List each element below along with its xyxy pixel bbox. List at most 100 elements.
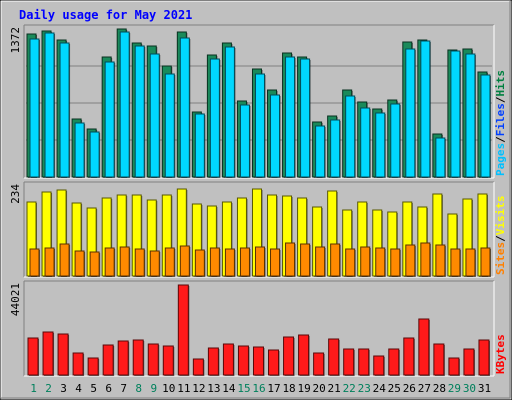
bar-hits-files-day-12 [194,113,206,178]
legend-pages: Pages [494,143,507,176]
day-label-18: 18 [282,382,295,395]
bar-fill [360,246,371,277]
bar-fill [194,113,205,178]
bar-visits-sites-day-16 [254,246,266,277]
bar-kbytes-kbytes-day-19 [298,334,310,376]
day-label-9: 9 [150,382,157,395]
bar-kbytes-kbytes-day-28 [433,343,445,376]
bar-kbytes-kbytes-day-22 [343,348,355,376]
bar-fill [252,346,264,376]
bar-visits-sites-day-25 [390,248,401,277]
bar-fill [388,348,400,376]
bar-fill [147,343,159,376]
bar-hits-files-day-20 [315,125,326,178]
bar-fill [44,247,55,277]
bar-fill [42,331,54,376]
bar-fill [465,248,476,277]
bar-fill [283,336,295,376]
bar-visits-sites-day-23 [360,246,371,277]
bar-fill [57,333,69,376]
day-label-12: 12 [192,382,205,395]
bar-fill [373,355,385,376]
panel-max-label: 1372 [9,27,22,54]
bar-fill [268,349,280,376]
bar-fill [59,243,70,277]
bar-fill [330,119,341,178]
bar-fill [390,248,401,277]
bar-hits-files-day-11 [179,37,191,178]
bar-fill [285,56,296,178]
bar-visits-sites-day-31 [480,247,491,277]
bar-fill [285,242,296,277]
day-label-23: 23 [358,382,371,395]
bar-fill [149,53,160,178]
legend-separator: / [494,96,507,103]
day-label-13: 13 [207,382,220,395]
bar-hits-files-day-16 [254,73,266,178]
bar-fill [435,137,446,178]
bar-kbytes-kbytes-day-26 [403,337,415,376]
bar-fill [358,348,370,376]
bar-fill [89,131,100,178]
bar-hits-files-day-28 [435,137,446,178]
bar-fill [237,345,249,376]
legend-sites: Sites [494,242,507,275]
bar-kbytes-kbytes-day-31 [478,339,490,376]
bar-fill [59,42,70,178]
chart-title: Daily usage for May 2021 [19,8,192,22]
bar-fill [162,345,174,376]
day-label-17: 17 [267,382,280,395]
bar-kbytes-kbytes-day-20 [313,352,325,376]
bar-kbytes-kbytes-day-29 [448,357,460,376]
bar-visits-sites-day-12 [194,249,206,277]
bar-visits-sites-day-20 [315,246,326,277]
day-label-24: 24 [373,382,387,395]
bar-fill [480,74,491,178]
day-label-21: 21 [328,382,341,395]
bar-fill [87,357,99,376]
bar-visits-sites-day-6 [104,247,116,277]
day-label-25: 25 [388,382,401,395]
bar-fill [72,352,84,376]
bar-fill [418,318,430,376]
bar-hits-files-day-7 [119,31,131,178]
bar-kbytes-kbytes-day-9 [147,343,160,376]
bar-visits-sites-day-19 [300,243,311,277]
bar-hits-files-day-14 [224,46,236,178]
bar-fill [478,339,490,376]
bar-visits-sites-day-26 [405,244,416,277]
bar-visits-sites-day-28 [435,244,446,277]
day-label-5: 5 [90,382,97,395]
legend-separator: / [494,235,507,242]
bar-fill [254,73,265,178]
bar-visits-sites-day-11 [179,245,191,277]
bar-visits-sites-day-22 [345,248,356,277]
bar-visits-sites-day-3 [59,243,71,277]
panel-max-label: 44021 [9,283,22,316]
bar-fill [119,31,130,178]
panel-legend: Pages/Files/Hits [494,70,507,176]
day-label-6: 6 [105,382,112,395]
bar-visits-sites-day-24 [375,247,386,277]
bar-hits-files-day-22 [345,95,356,178]
bar-visits-sites-day-7 [119,246,131,277]
bar-hits-files-day-29 [450,50,461,178]
bar-kbytes-kbytes-day-6 [102,344,115,376]
bar-hits-files-day-13 [209,58,221,178]
day-label-28: 28 [433,382,446,395]
bar-visits-sites-day-29 [450,248,461,277]
bar-fill [134,248,145,277]
bar-fill [27,337,39,376]
bar-kbytes-kbytes-day-5 [87,357,100,376]
bar-hits-files-day-17 [270,94,281,178]
bar-fill [330,243,341,277]
bar-kbytes-kbytes-day-15 [237,345,250,376]
bar-fill [74,250,85,277]
bar-visits-sites-day-8 [134,248,146,277]
bar-kbytes-kbytes-day-11 [177,284,190,376]
panel-legend: Sites/Visits [494,196,507,276]
bar-hits-files-day-10 [164,73,176,178]
bar-fill [315,246,326,277]
bar-kbytes-kbytes-day-25 [388,348,400,376]
